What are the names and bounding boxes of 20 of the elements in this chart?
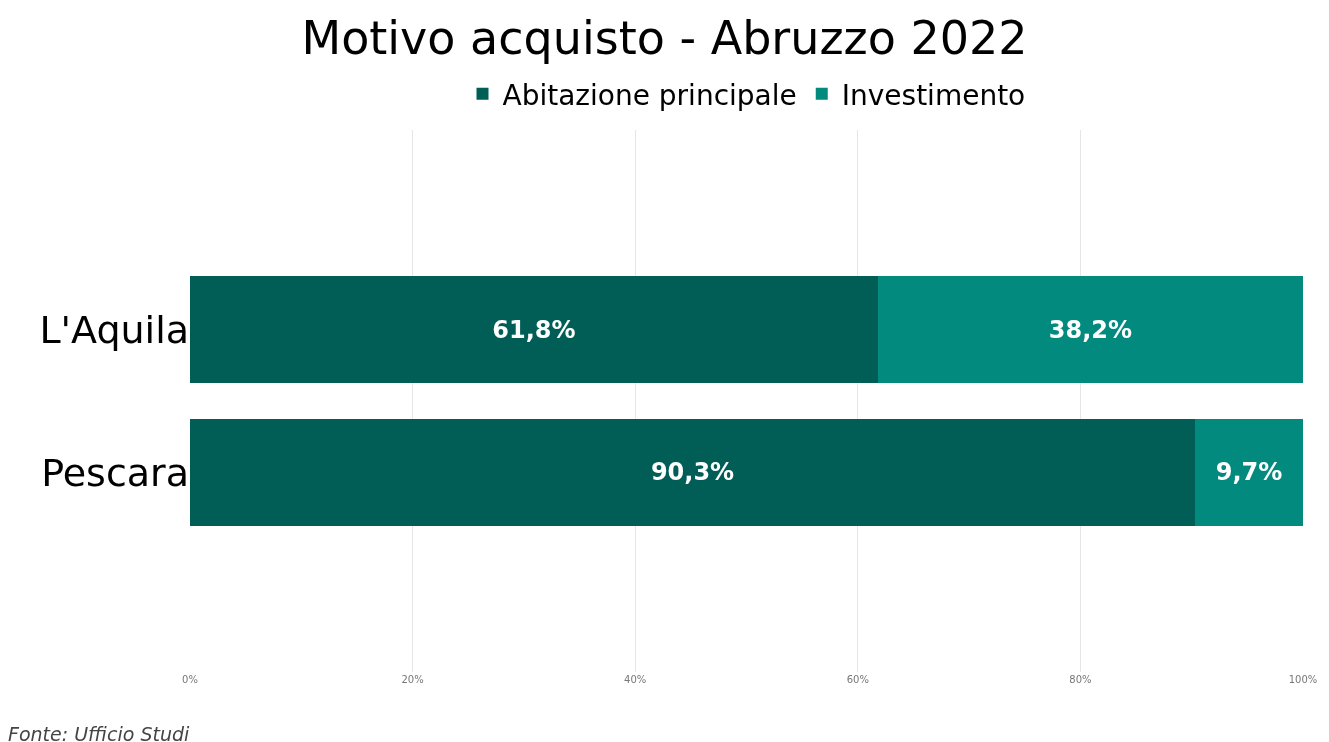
x-tick-label: 0%	[182, 674, 198, 685]
source-note: Fonte: Ufficio Studi	[8, 723, 191, 742]
bar	[877, 276, 1303, 384]
x-tick-label: 40%	[624, 674, 647, 685]
chart-title: Motivo acquisto - Abruzzo 2022	[301, 11, 1028, 66]
data-label: 9,7%	[1215, 458, 1283, 487]
x-tick-label: 20%	[401, 674, 424, 685]
y-tick-label: L'Aquila	[39, 307, 189, 352]
y-tick-label: Pescara	[41, 450, 189, 495]
legend-label: Investimento	[841, 78, 1026, 112]
bar	[1195, 418, 1303, 526]
x-tick-label: 60%	[846, 674, 869, 685]
legend-label: Abitazione principale	[502, 78, 797, 112]
bar	[190, 276, 878, 384]
data-label: 90,3%	[650, 458, 735, 487]
x-tick-label: 100%	[1288, 674, 1318, 685]
bar	[190, 418, 1196, 526]
x-tick-label: 80%	[1069, 674, 1092, 685]
data-label: 61,8%	[492, 315, 576, 344]
data-label: 38,2%	[1048, 315, 1133, 344]
